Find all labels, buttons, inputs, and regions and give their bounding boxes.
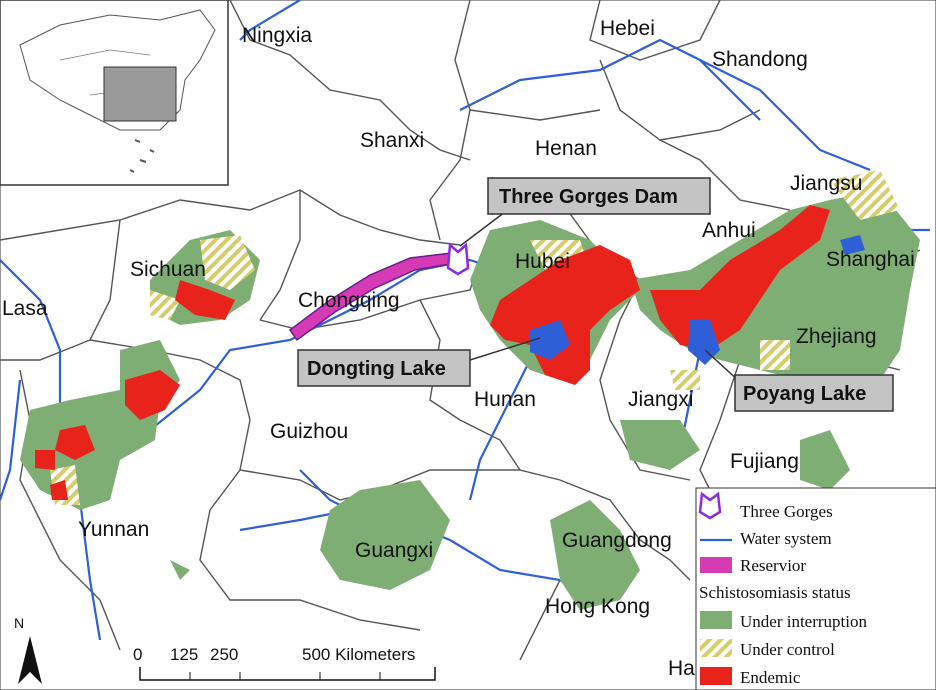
reservoir-swatch (700, 557, 732, 573)
callout-label: Dongting Lake (307, 358, 446, 380)
province-label: Guangxi (355, 539, 433, 562)
legend-label: Under control (740, 640, 835, 659)
province-label: Jiangxi (628, 388, 693, 411)
scale-tick-label: 250 (210, 645, 238, 664)
province-label: Shandong (712, 48, 808, 71)
province-label: Lasa (2, 297, 48, 320)
province-label: Anhui (702, 219, 756, 242)
three-gorges-icon (698, 491, 722, 520)
legend-label: Water system (740, 529, 832, 548)
province-label: Guangdong (562, 529, 672, 552)
province-label: Shanghai (826, 248, 915, 271)
province-label: Sichuan (130, 258, 206, 281)
control-swatch (700, 639, 732, 657)
legend: Three Gorges Water system Reservior Schi… (695, 487, 936, 690)
scale-bar: 0 125 250 500 Kilometers (133, 645, 436, 681)
lakes (530, 235, 865, 365)
province-label: Yunnan (78, 518, 149, 541)
endemic-swatch (700, 667, 732, 685)
province-label: Hebei (600, 17, 655, 40)
scale-tick-label: 125 (170, 645, 198, 664)
callout-label: Poyang Lake (743, 383, 866, 405)
province-label: Fujiang (730, 450, 799, 473)
province-label: Hunan (474, 388, 536, 411)
north-arrow: N (14, 615, 42, 684)
province-label: Zhejiang (796, 325, 877, 348)
province-label: Hubei (515, 250, 570, 273)
legend-label: Endemic (740, 668, 801, 687)
province-label: Guizhou (270, 420, 348, 443)
scale-tick-label: 500 Kilometers (302, 645, 415, 664)
legend-label: Reservior (740, 556, 806, 575)
inset-map (0, 0, 229, 186)
legend-label: Three Gorges (740, 502, 833, 521)
interruption-swatch (700, 611, 732, 629)
north-label: N (14, 615, 24, 631)
callout-label: Three Gorges Dam (499, 186, 678, 208)
legend-heading: Schistosomiasis status (699, 583, 851, 602)
callout-dongting-lake: Dongting Lake (297, 337, 541, 387)
province-label: Hong Kong (545, 595, 650, 618)
province-label: Ha (668, 657, 695, 680)
province-labels: Ningxia Hebei Shandong Shanxi Henan Jian… (2, 17, 915, 680)
legend-label: Under interruption (740, 612, 867, 631)
province-label: Ningxia (242, 24, 312, 47)
endemic-areas (35, 205, 830, 500)
callout-poyang-lake: Poyang Lake (704, 349, 894, 412)
province-label: Chongqing (298, 289, 400, 312)
scale-tick-label: 0 (133, 645, 142, 664)
province-label: Henan (535, 137, 597, 160)
province-label: Shanxi (360, 129, 424, 152)
three-gorges-icon (446, 242, 470, 276)
province-label: Jiangsu (790, 172, 862, 195)
callout-three-gorges-dam: Three Gorges Dam (459, 177, 711, 247)
